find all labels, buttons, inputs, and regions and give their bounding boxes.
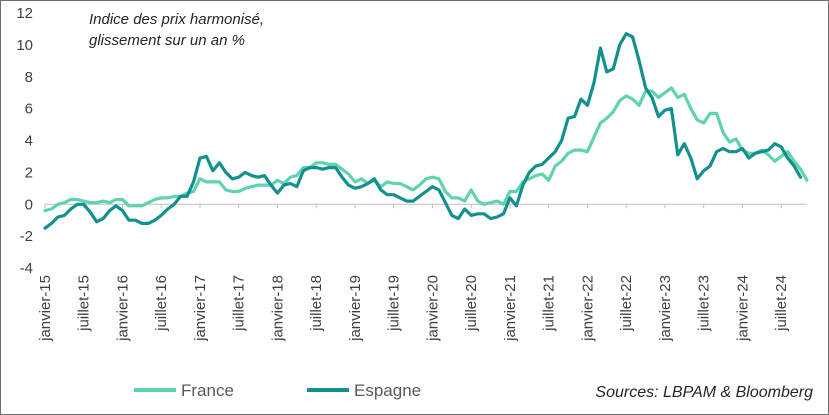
- x-tick-label: janvier-18: [269, 275, 286, 342]
- x-tick-label: juillet-17: [231, 275, 248, 332]
- chart-subtitle: glissement sur un an %: [89, 32, 245, 49]
- x-tick-label: juillet-24: [773, 275, 790, 332]
- x-tick-label: janvier-24: [734, 275, 751, 342]
- x-tick-label: juillet-22: [618, 275, 635, 332]
- legend-label-espagne: Espagne: [354, 381, 421, 400]
- legend-label-france: France: [181, 381, 234, 400]
- x-tick-label: juillet-16: [153, 275, 170, 332]
- y-tick-label: 6: [25, 101, 33, 118]
- x-axis-ticks: janvier-15 juillet-15 janvier-16 juillet-16…: [37, 204, 790, 342]
- y-tick-label: 10: [16, 37, 33, 54]
- series-lines: [43, 32, 809, 230]
- x-tick-label: juillet-18: [308, 275, 325, 332]
- y-tick-label: -2: [20, 228, 33, 245]
- series-line-espagne: [43, 32, 803, 230]
- x-tick-label: janvier-22: [579, 275, 596, 342]
- x-tick-label: janvier-15: [37, 275, 54, 342]
- y-tick-label: 0: [25, 196, 33, 213]
- x-tick-label: juillet-20: [463, 275, 480, 332]
- y-axis-ticks: -4 -2 0 2 4 6 8 10 12: [16, 5, 33, 277]
- x-tick-label: janvier-23: [657, 275, 674, 342]
- x-tick-label: juillet-15: [76, 275, 93, 332]
- series-line-france: [43, 86, 809, 213]
- y-tick-label: -4: [20, 260, 33, 277]
- x-tick-label: juillet-21: [541, 275, 558, 332]
- x-tick-label: janvier-19: [347, 275, 364, 342]
- x-tick-label: janvier-21: [502, 275, 519, 342]
- x-tick-label: janvier-20: [424, 275, 441, 342]
- x-tick-label: juillet-23: [696, 275, 713, 332]
- x-tick-label: janvier-16: [114, 275, 131, 342]
- x-tick-label: juillet-19: [386, 275, 403, 332]
- legend: France Espagne: [134, 381, 421, 400]
- x-tick-label: janvier-17: [192, 275, 209, 342]
- y-tick-label: 8: [25, 69, 33, 86]
- chart-title: Indice des prix harmonisé,: [89, 11, 264, 28]
- y-tick-label: 4: [25, 133, 33, 150]
- y-tick-label: 12: [16, 5, 33, 22]
- y-tick-label: 2: [25, 164, 33, 181]
- source-note: Sources: LBPAM & Bloomberg: [595, 384, 813, 401]
